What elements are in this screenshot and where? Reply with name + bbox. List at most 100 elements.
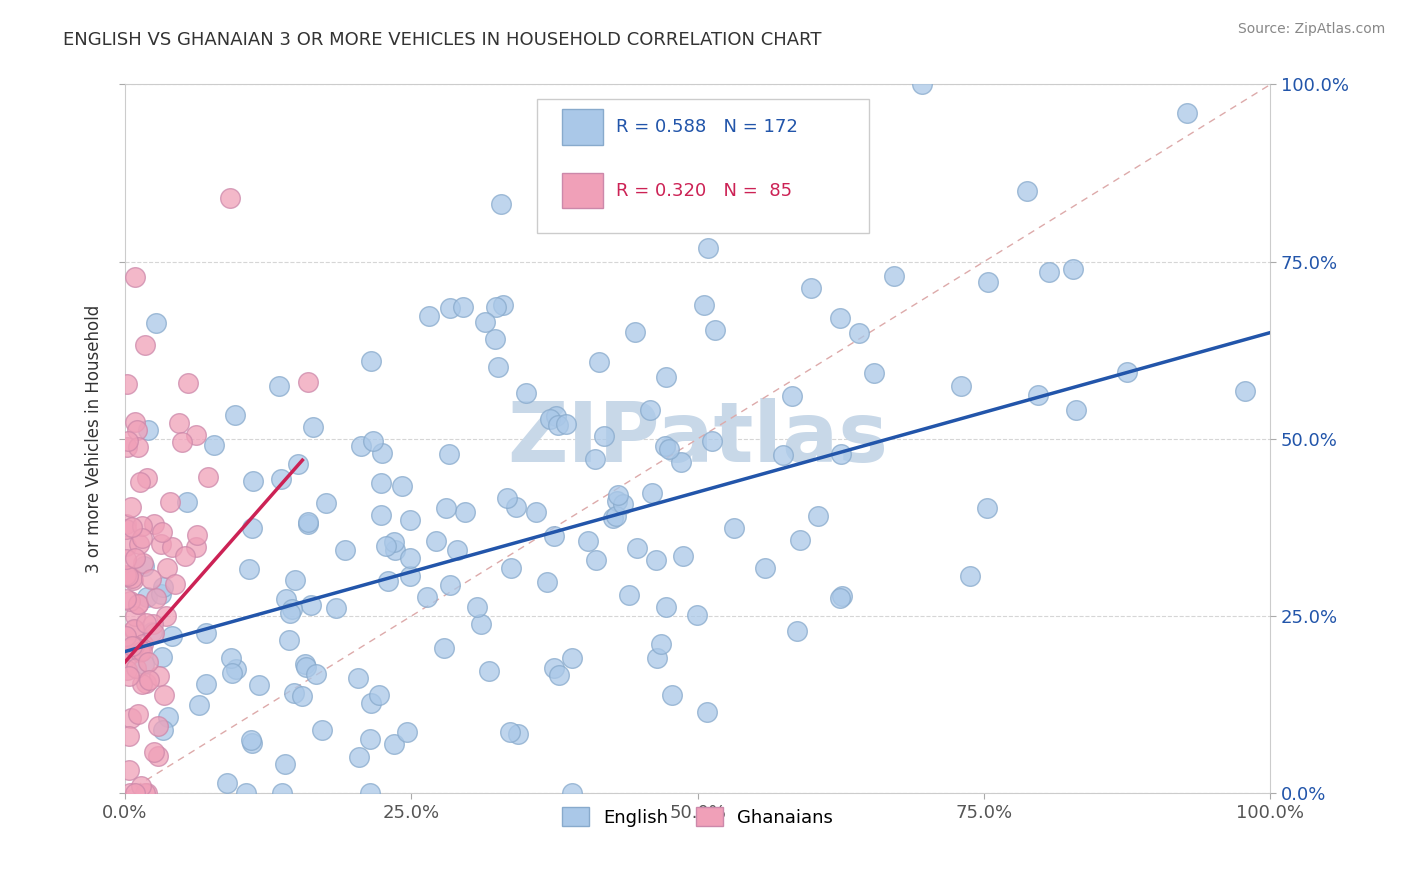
- Point: [115, 664, 138, 678]
- Point: [115, 539, 138, 553]
- Point: [605, 508, 627, 523]
- Point: [120, 500, 142, 515]
- Point: [360, 354, 382, 368]
- Point: [671, 549, 693, 564]
- Point: [122, 640, 145, 654]
- Point: [333, 542, 356, 557]
- Point: [658, 442, 681, 456]
- Point: [124, 269, 146, 284]
- Point: [152, 580, 174, 594]
- Point: [486, 360, 509, 375]
- Point: [242, 475, 264, 489]
- Point: [276, 592, 298, 607]
- Point: [284, 573, 307, 587]
- Point: [124, 786, 146, 800]
- Point: [274, 757, 297, 772]
- Point: [825, 201, 848, 215]
- Point: [368, 689, 391, 703]
- Point: [505, 500, 527, 515]
- Point: [911, 78, 934, 92]
- Point: [131, 519, 153, 533]
- Point: [1062, 262, 1084, 277]
- Text: ENGLISH VS GHANAIAN 3 OR MORE VEHICLES IN HOUSEHOLD CORRELATION CHART: ENGLISH VS GHANAIAN 3 OR MORE VEHICLES I…: [63, 31, 821, 49]
- Point: [495, 491, 517, 505]
- Point: [398, 512, 420, 526]
- Point: [439, 301, 461, 315]
- Point: [602, 510, 624, 524]
- Point: [287, 458, 309, 472]
- Point: [132, 559, 155, 574]
- Point: [977, 276, 1000, 290]
- Point: [395, 724, 418, 739]
- Point: [399, 569, 422, 583]
- Point: [150, 524, 173, 539]
- Point: [134, 657, 156, 672]
- Point: [425, 534, 447, 549]
- Point: [1064, 403, 1087, 417]
- Point: [128, 644, 150, 658]
- Point: [131, 644, 153, 658]
- Point: [122, 623, 145, 637]
- Point: [167, 416, 190, 430]
- Point: [278, 606, 301, 620]
- Point: [118, 763, 141, 777]
- Point: [131, 531, 153, 545]
- Point: [122, 574, 145, 588]
- Point: [135, 615, 157, 630]
- Point: [115, 592, 138, 607]
- Point: [370, 446, 392, 460]
- Point: [160, 629, 183, 643]
- Point: [315, 496, 337, 510]
- Point: [141, 624, 163, 639]
- Point: [124, 415, 146, 429]
- Point: [347, 750, 370, 764]
- Text: R = 0.320   N =  85: R = 0.320 N = 85: [616, 182, 793, 200]
- Point: [807, 509, 830, 524]
- Point: [547, 418, 569, 433]
- Point: [789, 533, 811, 547]
- Point: [543, 661, 565, 675]
- Point: [692, 298, 714, 312]
- Point: [638, 403, 661, 417]
- Point: [415, 590, 437, 604]
- Point: [127, 598, 149, 612]
- Point: [626, 541, 648, 556]
- Point: [433, 640, 456, 655]
- Point: [186, 528, 208, 542]
- Point: [159, 494, 181, 508]
- Point: [122, 623, 145, 637]
- Point: [146, 749, 169, 764]
- Point: [117, 568, 139, 582]
- Point: [138, 673, 160, 687]
- Point: [297, 375, 319, 389]
- Point: [451, 301, 474, 315]
- Point: [136, 590, 159, 604]
- Point: [129, 642, 152, 657]
- Point: [142, 616, 165, 631]
- Point: [224, 409, 246, 423]
- Point: [305, 667, 328, 681]
- Point: [654, 439, 676, 453]
- Point: [145, 591, 167, 605]
- Point: [655, 599, 678, 614]
- Point: [124, 550, 146, 565]
- Point: [117, 648, 139, 663]
- Point: [786, 624, 808, 638]
- Point: [501, 561, 523, 575]
- Point: [515, 386, 537, 401]
- Point: [132, 556, 155, 570]
- Point: [136, 471, 159, 485]
- Point: [125, 661, 148, 675]
- Point: [654, 370, 676, 384]
- Point: [828, 310, 851, 325]
- Point: [1116, 365, 1139, 379]
- Point: [554, 417, 576, 431]
- Point: [152, 723, 174, 737]
- Point: [959, 568, 981, 582]
- Point: [143, 517, 166, 532]
- Point: [546, 409, 568, 423]
- Point: [117, 434, 139, 448]
- Point: [281, 602, 304, 616]
- Point: [136, 786, 159, 800]
- Text: R = 0.588   N = 172: R = 0.588 N = 172: [616, 118, 799, 136]
